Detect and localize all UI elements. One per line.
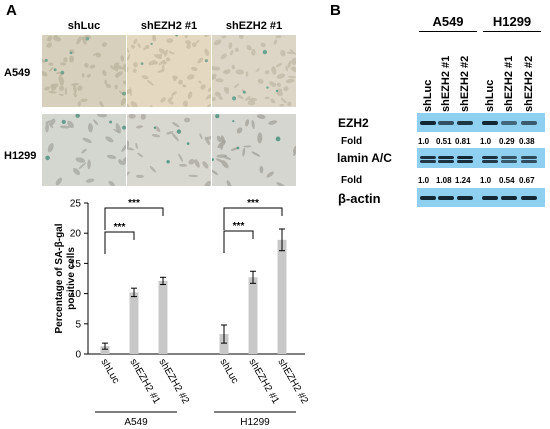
- protein-band: [501, 160, 517, 163]
- protein-band: [521, 121, 537, 125]
- significance-label: ***: [247, 198, 259, 209]
- significance-bracket: [104, 207, 164, 230]
- blot-label: EZH2: [338, 116, 369, 130]
- x-tick-label: shEZH2 #1: [246, 357, 281, 406]
- protein-band: [457, 160, 473, 163]
- fold-value: 1.08: [436, 176, 452, 185]
- protein-band: [521, 160, 537, 163]
- bar-h1299-3: [277, 239, 287, 354]
- protein-band: [438, 156, 454, 159]
- micrograph-h1299-1: [42, 114, 126, 186]
- blot-strip: [417, 113, 545, 132]
- blot-label: β-actin: [338, 191, 381, 206]
- significance-bracket: [104, 231, 135, 254]
- fold-value: 0.29: [499, 137, 515, 146]
- blot-strip: [417, 188, 545, 207]
- protein-band: [501, 121, 517, 125]
- group-label: A549: [124, 417, 148, 428]
- protein-band: [457, 121, 473, 125]
- micrograph-h1299-2: [127, 114, 211, 186]
- x-tick-label: shEZH2 #1: [127, 357, 162, 406]
- panel-b-letter: B: [330, 2, 341, 19]
- y-tick-label: 5: [75, 319, 81, 330]
- blot-label: lamin A/C: [337, 151, 392, 165]
- column-header-shezh2-1: shEZH2 #1: [140, 20, 198, 32]
- sa-beta-gal-bar-chart: 0 5 10 15 20 25 Percentage of SA-β-galpositive…: [54, 198, 310, 428]
- cell-line-a549: A549: [432, 14, 464, 29]
- lane-label: shEZH2 #2: [459, 55, 471, 112]
- y-tick-label: 10: [70, 289, 82, 300]
- group-label: H1299: [240, 417, 270, 428]
- protein-band: [420, 156, 436, 159]
- micrograph-a549-1: [42, 35, 126, 107]
- bar-a549-1: [100, 346, 110, 354]
- lane-label: shEZH2 #2: [523, 55, 535, 112]
- bar-h1299-2: [248, 277, 258, 354]
- micrograph-a549-2: [127, 35, 211, 107]
- fold-label: Fold: [341, 175, 363, 186]
- protein-band: [457, 156, 473, 159]
- blot-strip: [417, 148, 545, 168]
- lane-label: shEZH2 #1: [440, 55, 452, 112]
- y-tick-label: 0: [75, 350, 81, 361]
- protein-band: [482, 196, 498, 200]
- protein-band: [457, 196, 473, 200]
- fold-value: 0.67: [519, 176, 535, 185]
- protein-band: [501, 196, 517, 200]
- fold-value: 0.51: [436, 137, 452, 146]
- fold-value: 1.0: [480, 137, 492, 146]
- column-header-shluc: shLuc: [67, 20, 101, 32]
- row-label-h1299: H1299: [4, 150, 37, 162]
- x-tick-label: shLuc: [217, 357, 240, 386]
- fold-value: 0.54: [499, 176, 515, 185]
- fold-value: 1.24: [455, 176, 471, 185]
- protein-band: [521, 196, 537, 200]
- significance-bracket: [223, 230, 254, 253]
- protein-band: [438, 160, 454, 163]
- lane-label: shLuc: [484, 79, 496, 112]
- protein-band: [438, 121, 454, 125]
- cell-line-h1299: H1299: [492, 14, 532, 29]
- significance-label: ***: [128, 198, 140, 209]
- protein-band: [420, 121, 436, 125]
- cell-line-h1299-underline: [483, 31, 541, 32]
- y-axis-label: Percentage of SA-β-galpositive cells: [54, 223, 77, 333]
- protein-band: [482, 156, 498, 159]
- fold-value: 1.0: [418, 176, 430, 185]
- column-header-shezh2-1-b: shEZH2 #1: [225, 20, 283, 32]
- protein-band: [438, 196, 454, 200]
- cell-line-a549-underline: [419, 31, 477, 32]
- significance-label: ***: [114, 222, 126, 233]
- fold-value: 1.0: [418, 137, 430, 146]
- micrograph-h1299-3: [212, 114, 296, 186]
- protein-band: [521, 156, 537, 159]
- protein-band: [420, 160, 436, 163]
- micrograph-a549-3: [212, 35, 296, 107]
- y-tick-label: 20: [70, 229, 82, 240]
- lane-label: shLuc: [422, 79, 434, 112]
- protein-band: [501, 156, 517, 159]
- fold-value: 0.81: [455, 137, 471, 146]
- fold-value: 1.0: [480, 176, 492, 185]
- fold-value: 0.38: [519, 137, 535, 146]
- significance-bracket: [223, 207, 283, 230]
- protein-band: [482, 160, 498, 163]
- fold-label: Fold: [341, 136, 363, 147]
- y-tick-label: 15: [70, 259, 82, 270]
- bar-h1299-1: [219, 334, 229, 354]
- bar-a549-2: [129, 292, 139, 354]
- x-tick-label: shLuc: [98, 357, 121, 386]
- row-label-a549: A549: [4, 67, 31, 79]
- lane-label: shEZH2 #1: [503, 55, 515, 112]
- y-tick-label: 25: [70, 199, 82, 210]
- panel-a-letter: A: [6, 2, 17, 19]
- significance-label: ***: [233, 221, 245, 232]
- bar-a549-3: [158, 280, 168, 354]
- protein-band: [420, 196, 436, 200]
- protein-band: [482, 121, 498, 125]
